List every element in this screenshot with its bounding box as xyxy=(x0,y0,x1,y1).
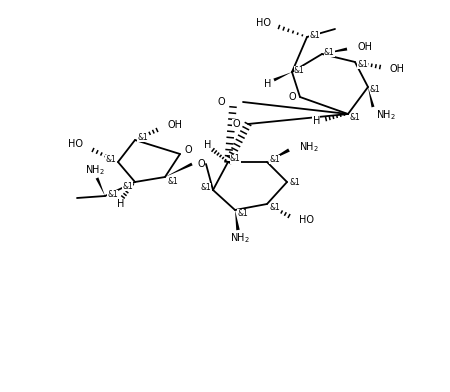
Polygon shape xyxy=(274,72,292,82)
Text: &1: &1 xyxy=(230,154,241,163)
Text: &1: &1 xyxy=(324,47,335,56)
Text: &1: &1 xyxy=(350,113,361,122)
Text: &1: &1 xyxy=(200,183,211,192)
Text: H: H xyxy=(204,140,212,150)
Polygon shape xyxy=(322,47,347,54)
Text: OH: OH xyxy=(390,64,405,74)
Text: O: O xyxy=(197,159,205,169)
Text: &1: &1 xyxy=(105,154,116,163)
Text: &1: &1 xyxy=(294,65,305,74)
Text: &1: &1 xyxy=(357,60,368,69)
Text: H: H xyxy=(117,199,125,209)
Text: &1: &1 xyxy=(370,85,381,94)
Text: H: H xyxy=(313,116,320,126)
Text: &1: &1 xyxy=(309,31,320,40)
Text: &1: &1 xyxy=(168,176,179,185)
Text: &1: &1 xyxy=(137,132,148,142)
Polygon shape xyxy=(368,87,374,107)
Text: &1: &1 xyxy=(269,203,280,212)
Text: O: O xyxy=(232,119,240,129)
Polygon shape xyxy=(165,163,193,177)
Text: H: H xyxy=(264,79,272,89)
Text: O: O xyxy=(288,92,296,102)
Text: O: O xyxy=(184,145,192,155)
Text: NH$_2$: NH$_2$ xyxy=(299,140,319,154)
Polygon shape xyxy=(96,178,105,196)
Text: NH$_2$: NH$_2$ xyxy=(230,231,250,245)
Text: OH: OH xyxy=(167,120,182,130)
Text: HO: HO xyxy=(68,139,83,149)
Text: OH: OH xyxy=(357,42,372,52)
Text: &1: &1 xyxy=(237,209,248,218)
Text: &1: &1 xyxy=(230,154,241,163)
Text: O: O xyxy=(217,97,225,107)
Text: &1: &1 xyxy=(107,189,118,198)
Text: &1: &1 xyxy=(269,154,280,163)
Text: NH$_2$: NH$_2$ xyxy=(376,108,396,122)
Text: NH$_2$: NH$_2$ xyxy=(85,163,105,177)
Text: HO: HO xyxy=(299,215,314,225)
Polygon shape xyxy=(235,210,240,230)
Polygon shape xyxy=(267,149,290,162)
Text: HO: HO xyxy=(256,18,271,28)
Text: &1: &1 xyxy=(122,181,133,191)
Text: &1: &1 xyxy=(290,178,301,187)
